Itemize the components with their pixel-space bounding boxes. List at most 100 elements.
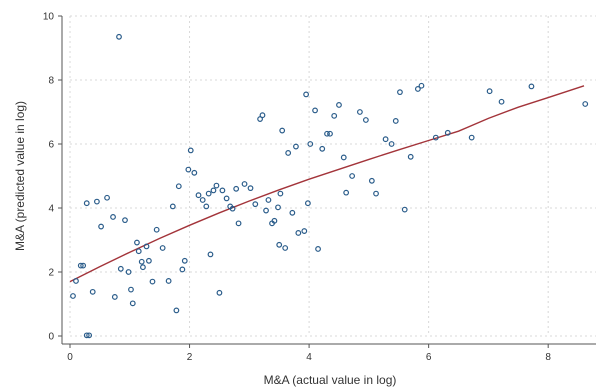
data-point: [93, 198, 100, 205]
y-tick-label: 2: [48, 268, 54, 279]
data-point: [122, 217, 128, 224]
y-tick-label: 4: [48, 204, 54, 215]
data-point: [582, 101, 589, 107]
data-point: [336, 102, 342, 108]
data-point: [312, 107, 318, 114]
data-point: [199, 197, 206, 203]
data-point: [407, 153, 414, 160]
data-point: [210, 187, 217, 194]
data-point: [259, 112, 266, 119]
data-point: [80, 262, 87, 269]
data-point: [303, 91, 310, 98]
y-tick-label: 10: [43, 12, 55, 23]
data-point: [195, 192, 202, 199]
data-point: [77, 262, 84, 269]
y-axis-label: M&A (predicted value in log): [13, 101, 27, 251]
data-point: [187, 147, 194, 154]
data-point: [263, 207, 269, 214]
data-point: [135, 248, 142, 255]
data-point: [165, 278, 172, 284]
data-point: [418, 82, 425, 89]
data-point: [203, 203, 210, 210]
data-point: [229, 205, 236, 212]
y-tick-label: 8: [48, 76, 54, 87]
x-axis-label: M&A (actual value in log): [264, 373, 397, 387]
x-tick-label: 2: [187, 352, 193, 363]
data-point: [207, 251, 214, 258]
y-tick-label: 6: [48, 140, 54, 151]
data-point: [319, 145, 326, 152]
data-point: [173, 307, 180, 314]
data-point: [129, 300, 136, 307]
data-point: [134, 239, 140, 246]
data-point: [277, 190, 284, 197]
data-point: [247, 185, 254, 192]
data-point: [145, 257, 152, 264]
data-point: [181, 257, 188, 264]
data-point: [340, 154, 347, 161]
data-point: [392, 118, 399, 124]
data-point: [223, 195, 230, 202]
data-point: [128, 286, 134, 293]
data-point: [362, 117, 369, 123]
x-tick-label: 4: [306, 352, 312, 363]
data-point: [373, 190, 379, 197]
data-point: [98, 223, 104, 230]
data-point: [149, 278, 156, 285]
data-point: [401, 206, 408, 213]
tick-labels: 0 2 4 6 8 0 2 4 6 8 10: [43, 12, 552, 364]
fit-curve: [69, 85, 585, 283]
data-point: [307, 141, 314, 147]
data-point: [468, 134, 475, 141]
data-point: [432, 134, 439, 141]
data-point: [140, 264, 146, 271]
data-point: [368, 177, 375, 184]
data-point: [265, 197, 272, 203]
data-point: [285, 150, 292, 156]
data-point: [191, 169, 198, 176]
data-point: [293, 143, 299, 150]
data-point: [315, 246, 321, 252]
x-tick-label: 0: [67, 352, 73, 363]
data-point: [110, 214, 116, 220]
data-point: [205, 190, 212, 197]
x-tick-label: 8: [545, 352, 551, 363]
data-point: [414, 86, 421, 92]
data-point: [111, 294, 118, 300]
data-point: [252, 201, 259, 208]
data-point: [327, 130, 333, 137]
data-point: [331, 112, 338, 119]
data-point: [356, 109, 363, 115]
data-point: [275, 204, 281, 211]
data-point: [486, 88, 493, 95]
y-tick-label: 0: [48, 332, 54, 343]
axes: [58, 15, 596, 348]
data-point: [271, 217, 278, 224]
data-point: [397, 89, 403, 96]
data-point: [388, 141, 395, 147]
data-point: [343, 189, 350, 196]
data-point: [169, 203, 176, 210]
data-point: [185, 166, 192, 173]
data-point: [175, 183, 182, 190]
fit-curve-group: [69, 85, 585, 283]
x-tick-label: 6: [426, 352, 432, 363]
data-point: [233, 185, 240, 192]
data-point: [219, 187, 226, 194]
data-points: [70, 33, 589, 339]
data-point: [179, 266, 186, 273]
data-point: [276, 241, 283, 248]
data-point: [83, 200, 90, 207]
data-point: [117, 265, 124, 272]
data-point: [382, 136, 389, 143]
data-point: [304, 200, 311, 207]
data-point: [282, 245, 289, 251]
data-point: [89, 288, 96, 295]
data-point: [301, 228, 308, 234]
data-point: [125, 269, 132, 275]
data-point: [153, 226, 160, 233]
data-point: [235, 220, 242, 227]
data-point: [104, 194, 110, 201]
data-point: [324, 130, 330, 137]
